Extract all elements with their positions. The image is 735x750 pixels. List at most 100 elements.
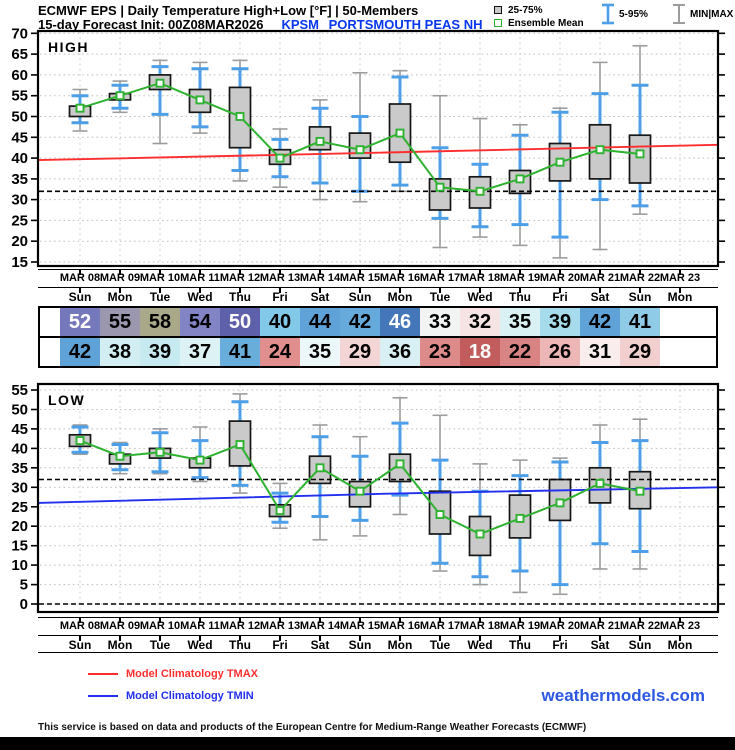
axis-tick xyxy=(679,288,681,293)
svg-text:15: 15 xyxy=(11,254,28,271)
axis-tick xyxy=(399,270,401,275)
axis-tick xyxy=(479,636,481,641)
axis-label: MAR 17 xyxy=(419,272,461,284)
low-temp-cell: 38 xyxy=(100,338,140,366)
legend-whisker-label: 5-95% xyxy=(619,8,648,20)
axis-tick xyxy=(439,270,441,275)
low-temp-cell: 22 xyxy=(500,338,540,366)
low-day-axis: Sun Mon Tue Wed Thu Fri Sat Sun Mon Tue Wed Thu Fri S… xyxy=(38,635,718,653)
axis-tick xyxy=(639,270,641,275)
y-axis: 15 20 25 30 35 40 45 50 55 60 65 70 xyxy=(11,25,725,271)
gridlines xyxy=(40,32,716,265)
svg-text:10: 10 xyxy=(11,557,28,574)
axis-tick xyxy=(239,618,241,623)
axis-label: Sat xyxy=(310,290,330,304)
axis-tick xyxy=(199,288,201,293)
axis-tick xyxy=(199,270,201,275)
svg-text:60: 60 xyxy=(11,67,28,84)
low-date-axis: MAR 08 MAR 09 MAR 10 MAR 11 MAR 12 MAR 13 MAR … xyxy=(38,617,718,634)
high-day-axis: Sun Mon Tue Wed Thu Fri Sat Sun Mon Tue Wed Thu Fri S… xyxy=(38,287,718,304)
forecast-init: 15-day Forecast Init: 00Z08MAR2026 xyxy=(38,17,264,32)
axis-label: MAR 15 xyxy=(339,272,381,284)
axis-tick xyxy=(639,636,641,641)
axis-label: MAR 18 xyxy=(459,272,501,284)
axis-tick xyxy=(79,288,81,293)
legend-box-label: 25-75% xyxy=(508,4,543,16)
axis-label: Sun xyxy=(348,638,372,652)
axis-label: Mon xyxy=(107,638,133,652)
axis-label: Wed xyxy=(187,638,213,652)
axis-tick xyxy=(239,636,241,641)
svg-text:30: 30 xyxy=(11,192,28,209)
low-temp-cell: 35 xyxy=(300,338,340,366)
axis-tick xyxy=(439,288,441,293)
high-temp-cell: 58 xyxy=(140,308,180,336)
axis-label: MAR 10 xyxy=(139,620,181,632)
axis-label: Thu xyxy=(509,290,531,304)
axis-label: MAR 14 xyxy=(299,620,341,632)
axis-tick xyxy=(79,618,81,623)
axis-tick xyxy=(79,636,81,641)
axis-label: MAR 18 xyxy=(459,620,501,632)
axis-tick xyxy=(479,618,481,623)
axis-tick xyxy=(599,270,601,275)
high-temp-cell: 52 xyxy=(60,308,100,336)
tmax-line-icon xyxy=(88,673,118,675)
climatology-tmin-legend: Model Climatology TMIN xyxy=(88,690,254,702)
axis-label: Wed xyxy=(187,290,213,304)
svg-text:35: 35 xyxy=(11,171,28,188)
low-temp-cell: 23 xyxy=(420,338,460,366)
axis-label: MAR 09 xyxy=(99,620,141,632)
axis-label: MAR 21 xyxy=(579,620,621,632)
axis-tick xyxy=(519,636,521,641)
legend-minmax-label: MIN|MAX xyxy=(690,8,734,20)
axis-label: Mon xyxy=(667,638,693,652)
y-axis: 0 5 10 15 20 25 30 35 40 45 50 55 xyxy=(11,382,725,613)
axis-tick xyxy=(479,270,481,275)
axis-label: Wed xyxy=(467,638,493,652)
axis-tick xyxy=(159,288,161,293)
low-temp-cell: 42 xyxy=(60,338,100,366)
plot-border xyxy=(36,382,720,614)
low-temp-cell: 29 xyxy=(620,338,660,366)
axis-label: Sun xyxy=(348,290,372,304)
axis-label: MAR 12 xyxy=(219,272,261,284)
axis-tick xyxy=(279,618,281,623)
svg-text:35: 35 xyxy=(11,460,28,477)
axis-label: Fri xyxy=(552,638,568,652)
axis-label: Thu xyxy=(229,290,251,304)
axis-tick xyxy=(79,270,81,275)
climatology-tmax-legend: Model Climatology TMAX xyxy=(88,668,258,680)
axis-tick xyxy=(119,288,121,293)
axis-tick xyxy=(639,618,641,623)
axis-label: MAR 17 xyxy=(419,620,461,632)
low-temp-cell: 26 xyxy=(540,338,580,366)
axis-label: Mon xyxy=(387,638,413,652)
axis-tick xyxy=(639,288,641,293)
axis-label: Fri xyxy=(272,638,288,652)
axis-label: MAR 12 xyxy=(219,620,261,632)
axis-tick xyxy=(599,618,601,623)
axis-tick xyxy=(679,618,681,623)
low-temp-cell: 24 xyxy=(260,338,300,366)
svg-text:65: 65 xyxy=(11,46,28,63)
axis-label: Wed xyxy=(467,290,493,304)
chart-title: HIGH xyxy=(48,39,89,55)
high-temp-cell: 33 xyxy=(420,308,460,336)
branding-link[interactable]: weathermodels.com xyxy=(541,686,705,705)
axis-label: Sun xyxy=(68,638,92,652)
ensemble-mean-markers xyxy=(75,78,645,196)
axis-label: Mon xyxy=(667,290,693,304)
high-temperature-chart: 15 20 25 30 35 40 45 50 55 60 65 70 HIGH xyxy=(11,25,725,271)
axis-label: Sun xyxy=(628,290,652,304)
svg-text:5: 5 xyxy=(20,577,28,594)
axis-label: MAR 16 xyxy=(379,620,421,632)
axis-label: MAR 16 xyxy=(379,272,421,284)
tmin-legend-label: Model Climatology TMIN xyxy=(126,690,254,702)
axis-label: MAR 13 xyxy=(259,272,301,284)
axis-label: MAR 22 xyxy=(619,620,661,632)
climatology-line xyxy=(37,143,719,162)
axis-tick xyxy=(559,636,561,641)
axis-tick xyxy=(319,636,321,641)
low-temp-cell: 41 xyxy=(220,338,260,366)
